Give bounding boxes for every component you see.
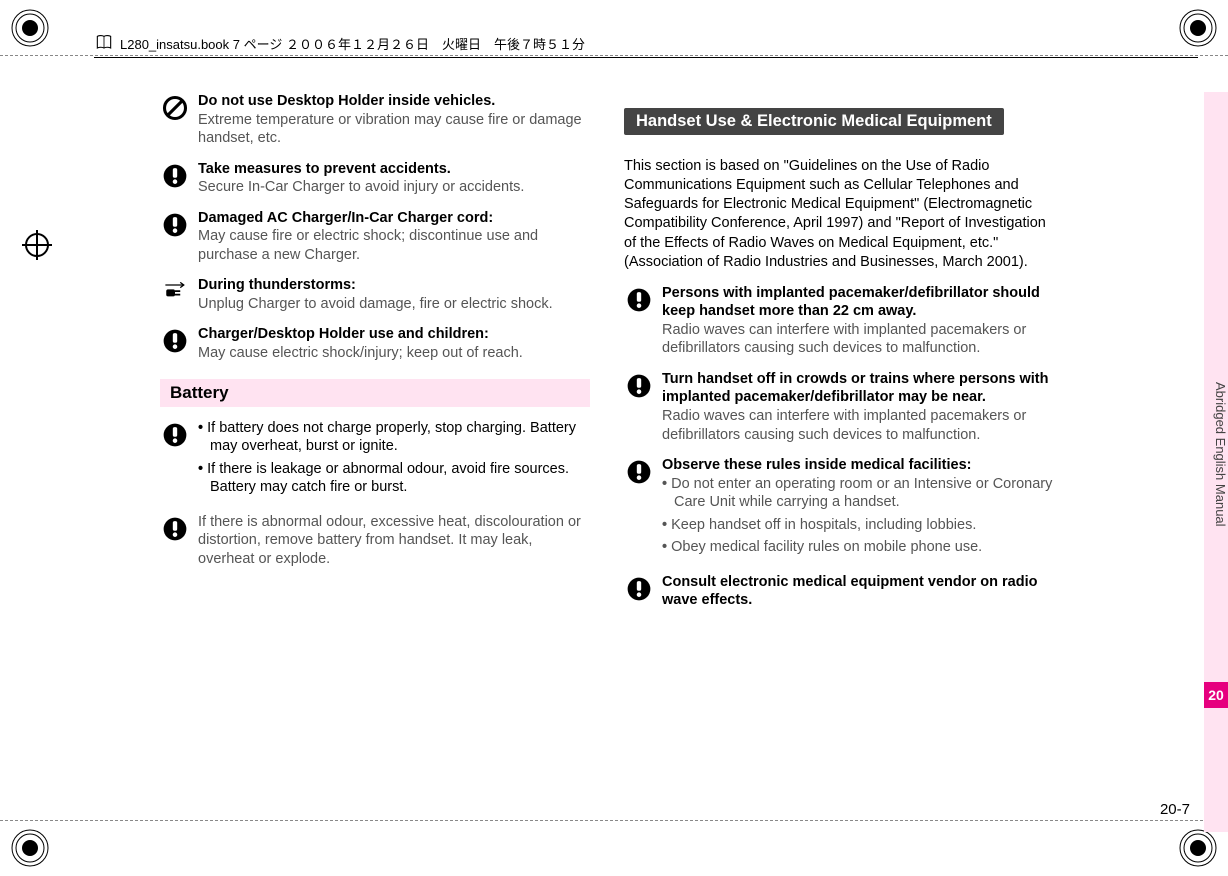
header-text: L280_insatsu.book 7 ページ ２００６年１２月２６日 火曜日 … — [120, 34, 585, 53]
warning-title: Consult electronic medical equipment ven… — [662, 573, 1054, 610]
fold-line — [0, 820, 1228, 821]
right-column: Handset Use & Electronic Medical Equipme… — [624, 92, 1054, 622]
warning-item: Observe these rules inside medical facil… — [624, 456, 1054, 561]
warning-item: If battery does not charge properly, sto… — [160, 419, 590, 501]
warning-item: During thunderstorms: Unplug Charger to … — [160, 276, 590, 313]
section-heading-medical: Handset Use & Electronic Medical Equipme… — [624, 108, 1004, 135]
warning-title: Observe these rules inside medical facil… — [662, 456, 1054, 475]
crosshair-mark — [22, 230, 52, 260]
exclaim-icon — [160, 160, 190, 197]
warning-desc: May cause electric shock/injury; keep ou… — [198, 344, 590, 363]
warning-title: Charger/Desktop Holder use and children: — [198, 325, 590, 344]
warning-item: Persons with implanted pacemaker/defibri… — [624, 284, 1054, 358]
document-header: L280_insatsu.book 7 ページ ２００６年１２月２６日 火曜日 … — [94, 33, 1198, 58]
registration-mark — [10, 8, 50, 48]
warning-desc: Radio waves can interfere with implanted… — [662, 321, 1054, 358]
page: L280_insatsu.book 7 ページ ２００６年１２月２６日 火曜日 … — [0, 0, 1228, 876]
bullet-item: Keep handset off in hospitals, including… — [662, 516, 1054, 535]
content-area: Do not use Desktop Holder inside vehicle… — [160, 92, 1120, 622]
exclaim-icon — [624, 456, 654, 561]
warning-title: Turn handset off in crowds or trains whe… — [662, 370, 1054, 407]
exclaim-icon — [160, 419, 190, 501]
warning-title: Do not use Desktop Holder inside vehicle… — [198, 92, 590, 111]
warning-item: Turn handset off in crowds or trains whe… — [624, 370, 1054, 444]
exclaim-icon — [624, 284, 654, 358]
book-icon — [94, 33, 114, 53]
exclaim-icon — [624, 370, 654, 444]
unplug-icon — [160, 276, 190, 313]
warning-desc: Unplug Charger to avoid damage, fire or … — [198, 295, 590, 314]
page-number: 20-7 — [1160, 801, 1190, 818]
left-column: Do not use Desktop Holder inside vehicle… — [160, 92, 590, 622]
bullet-list: If battery does not charge properly, sto… — [198, 419, 590, 497]
warning-title: Persons with implanted pacemaker/defibri… — [662, 284, 1054, 321]
warning-desc: Radio waves can interfere with implanted… — [662, 407, 1054, 444]
warning-item: Consult electronic medical equipment ven… — [624, 573, 1054, 610]
warning-title: Damaged AC Charger/In-Car Charger cord: — [198, 209, 590, 228]
warning-title: During thunderstorms: — [198, 276, 590, 295]
side-tab-label: Abridged English Manual — [1204, 382, 1228, 527]
bullet-item: If there is leakage or abnormal odour, a… — [198, 460, 590, 497]
chapter-number: 20 — [1204, 682, 1228, 708]
warning-desc: Secure In-Car Charger to avoid injury or… — [198, 178, 590, 197]
bullet-item: If battery does not charge properly, sto… — [198, 419, 590, 456]
warning-item: Take measures to prevent accidents. Secu… — [160, 160, 590, 197]
warning-item: Do not use Desktop Holder inside vehicle… — [160, 92, 590, 148]
bullet-list: Do not enter an operating room or an Int… — [662, 475, 1054, 557]
exclaim-icon — [160, 325, 190, 362]
bullet-item: Obey medical facility rules on mobile ph… — [662, 538, 1054, 557]
exclaim-icon — [160, 513, 190, 569]
warning-title: Take measures to prevent accidents. — [198, 160, 590, 179]
prohibit-icon — [160, 92, 190, 148]
warning-item: Damaged AC Charger/In-Car Charger cord: … — [160, 209, 590, 265]
warning-desc: Extreme temperature or vibration may cau… — [198, 111, 590, 148]
warning-desc: If there is abnormal odour, excessive he… — [198, 513, 590, 569]
bullet-item: Do not enter an operating room or an Int… — [662, 475, 1054, 512]
warning-item: Charger/Desktop Holder use and children:… — [160, 325, 590, 362]
intro-paragraph: This section is based on "Guidelines on … — [624, 157, 1054, 272]
registration-mark — [10, 828, 50, 868]
section-heading-battery: Battery — [160, 379, 590, 407]
warning-item: If there is abnormal odour, excessive he… — [160, 513, 590, 569]
warning-desc: May cause fire or electric shock; discon… — [198, 227, 590, 264]
registration-mark — [1178, 828, 1218, 868]
exclaim-icon — [160, 209, 190, 265]
side-tab: Abridged English Manual 20 — [1204, 92, 1228, 832]
exclaim-icon — [624, 573, 654, 610]
